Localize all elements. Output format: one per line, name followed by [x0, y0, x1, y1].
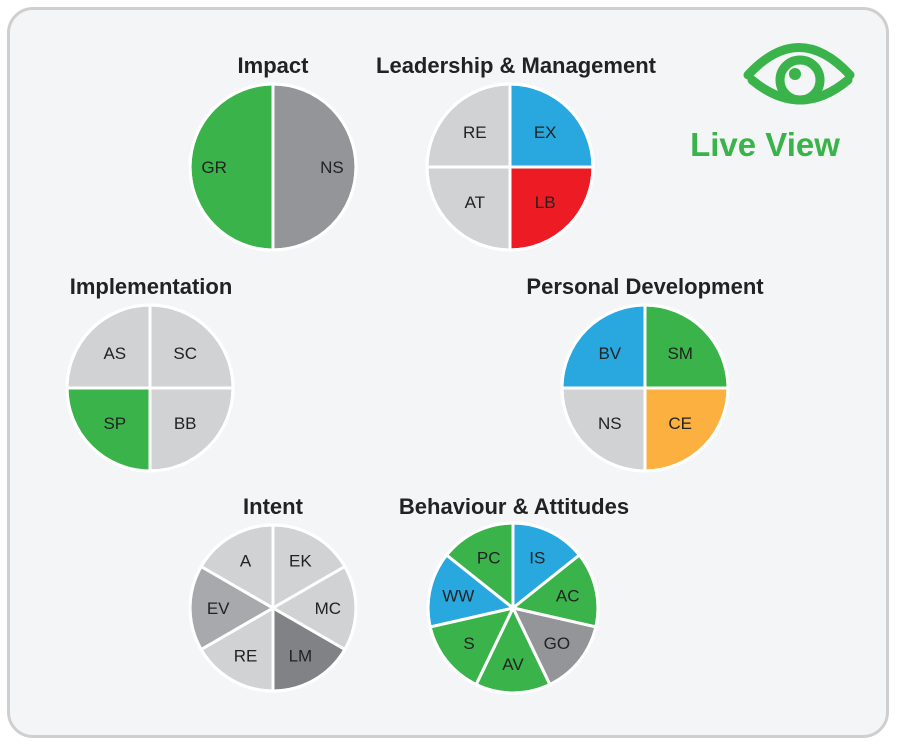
pie-title: Leadership & Management — [376, 53, 657, 78]
pie-slice-label: MC — [315, 599, 341, 618]
pie-outline — [425, 82, 595, 252]
pie-slice-label: SM — [667, 344, 693, 363]
pie-slice-label: AS — [103, 344, 126, 363]
pie-slice-label: SP — [103, 414, 126, 433]
pie-slice-label: RE — [234, 646, 258, 665]
pie-slice-label: CE — [668, 414, 692, 433]
eye-icon — [743, 43, 855, 105]
pie-slice-label: WW — [442, 587, 474, 606]
pie-intent: Intent EK MC LM RE EV A — [188, 494, 358, 693]
live-view-label: Live View — [690, 126, 840, 163]
live-view-badge[interactable]: Live View — [690, 43, 855, 164]
pie-slice-label: A — [240, 552, 252, 571]
pie-impact: Impact NS GR — [188, 53, 358, 252]
pie-slice-label: LM — [289, 646, 313, 665]
pie-outline — [188, 523, 358, 693]
pie-personal-development: Personal Development SM CE NS BV — [526, 274, 764, 473]
pie-slice-label: BB — [174, 414, 197, 433]
pie-slice-label: EX — [534, 123, 557, 142]
pie-title: Impact — [238, 53, 310, 78]
pie-outline — [560, 303, 730, 473]
pie-title: Implementation — [70, 274, 233, 299]
pie-slice-label: RE — [463, 123, 487, 142]
pie-slice-label: SC — [173, 344, 197, 363]
pie-slice-label: LB — [535, 193, 556, 212]
pie-implementation: Implementation SC BB SP AS — [65, 274, 235, 473]
pie-outline — [188, 82, 358, 252]
pie-title: Behaviour & Attitudes — [399, 494, 629, 519]
pie-slice-label: GO — [544, 634, 570, 653]
pie-leadership: Leadership & Management EX LB AT RE — [376, 53, 657, 252]
pie-outline — [426, 521, 600, 695]
pie-title: Personal Development — [526, 274, 764, 299]
pie-slice-label: PC — [477, 549, 501, 568]
pie-slice-label: AV — [502, 655, 524, 674]
pie-slice-label: AT — [465, 193, 485, 212]
pie-slice-label: NS — [320, 158, 344, 177]
pie-slice-label: EK — [289, 552, 312, 571]
pie-slice-label: IS — [529, 549, 545, 568]
pie-slice-label: EV — [207, 599, 230, 618]
pie-outline — [65, 303, 235, 473]
pie-slice-label: S — [463, 634, 474, 653]
pie-slice-label: BV — [598, 344, 621, 363]
pie-slice-label: AC — [556, 587, 580, 606]
pie-slice-label: NS — [598, 414, 622, 433]
pie-title: Intent — [243, 494, 304, 519]
pie-slice-label: GR — [201, 158, 227, 177]
